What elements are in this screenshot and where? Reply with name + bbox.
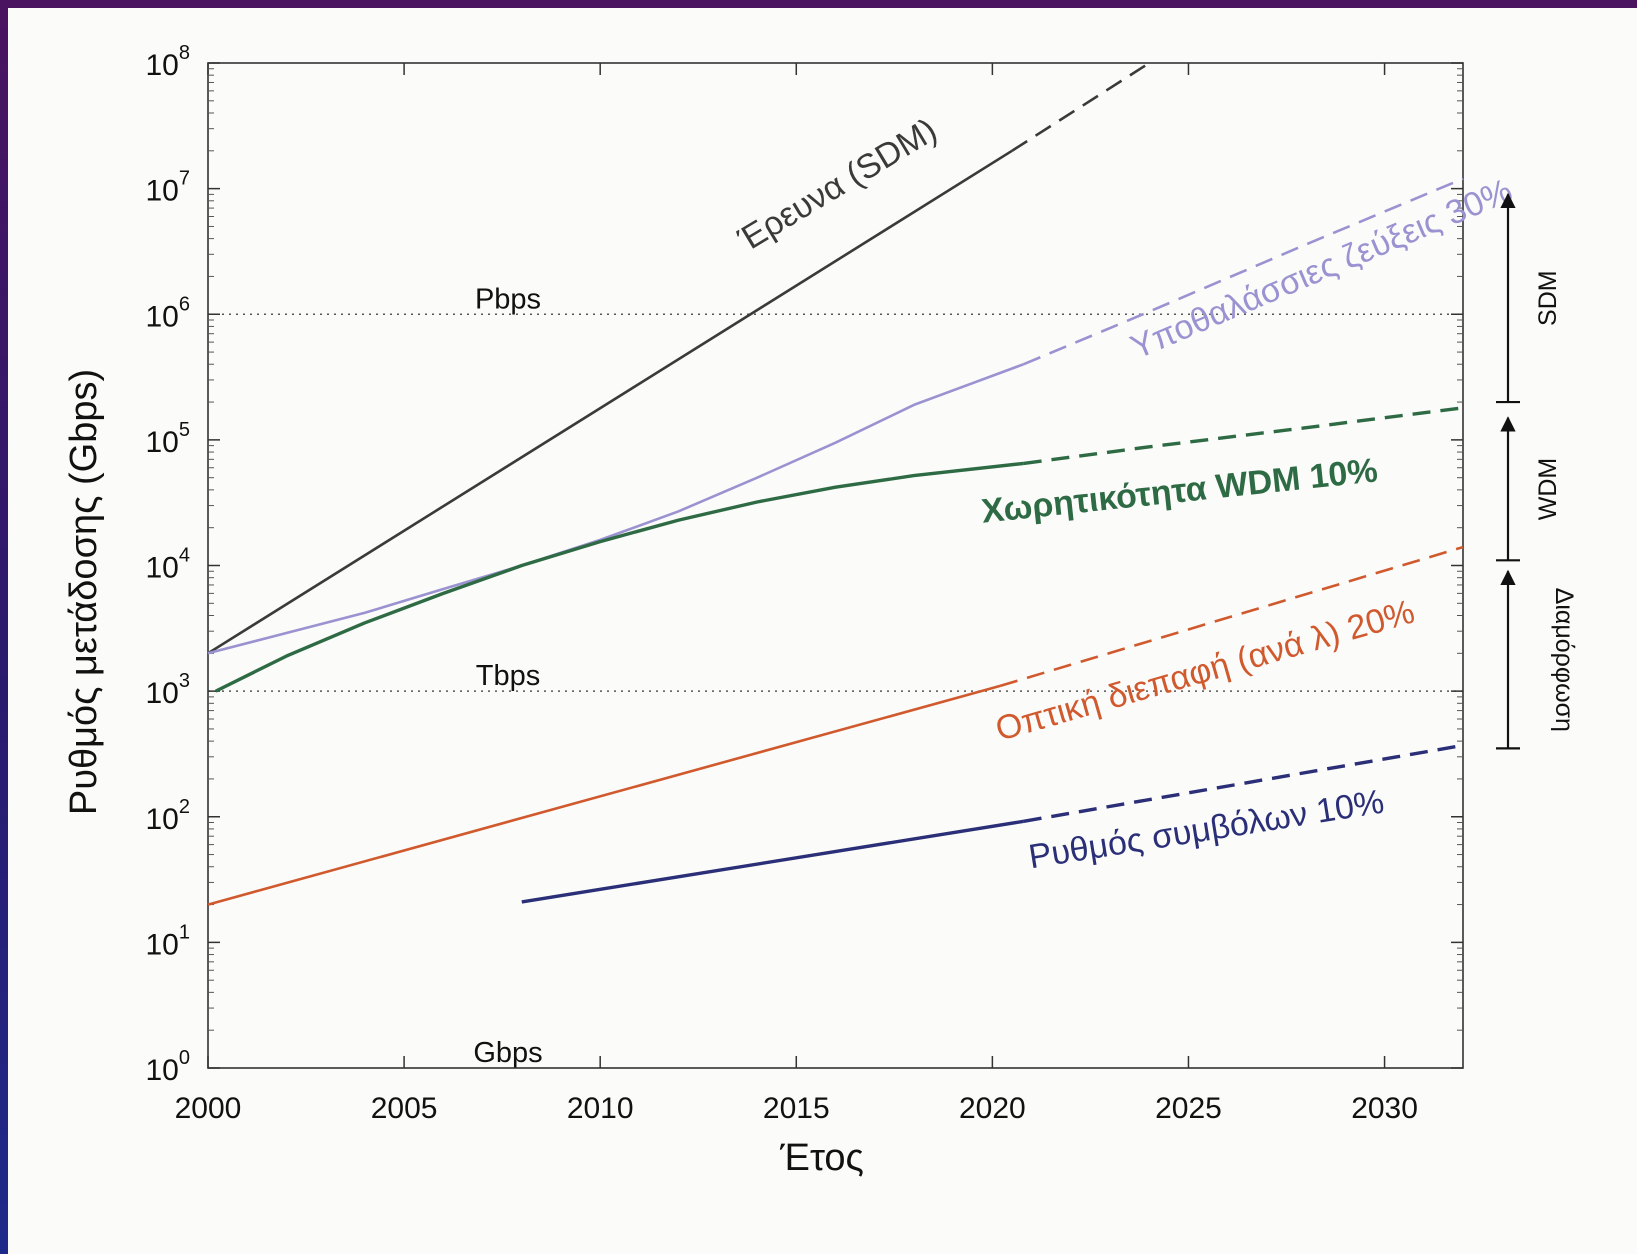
- plot-border: [207, 62, 1464, 1069]
- bracket-label-διαμόρφωση: Διαμόρφωση: [1550, 588, 1578, 732]
- reference-label-tbps: Tbps: [476, 660, 540, 692]
- y-tick-label-6: 106: [146, 293, 191, 333]
- reference-lines: Pbps Tbps Gbps: [208, 283, 1463, 1069]
- y-tick-label-7: 107: [146, 168, 191, 208]
- y-axis-title: Ρυθμός μετάδοσης (Gbps): [63, 369, 105, 815]
- series-line-2: [215, 461, 1024, 693]
- x-tick-label-2030: 2030: [1351, 1092, 1418, 1125]
- y-tick-label-1: 101: [146, 921, 191, 961]
- series-projection-2: [1023, 406, 1464, 466]
- series-line-4: [521, 819, 1024, 904]
- series-label-2: Χωρητικότητα WDM 10%: [980, 451, 1380, 530]
- right-brackets: SDM WDM Διαμόρφωση: [1496, 192, 1578, 750]
- series-label-0: Έρευνα (SDM): [731, 111, 943, 259]
- series-lines: [207, 61, 1464, 906]
- series-projection-0: [1011, 61, 1151, 152]
- y-tick-label-3: 103: [146, 670, 191, 710]
- x-axis-title: Έτος: [779, 1137, 864, 1179]
- series-line-1: [207, 362, 1025, 655]
- axes: Έτος Ρυθμός μετάδοσης (Gbps) 2000 2005 201…: [63, 42, 1418, 1179]
- x-tick-label-2025: 2025: [1155, 1092, 1222, 1125]
- x-tick-label-2015: 2015: [763, 1092, 830, 1125]
- series-label-1: Υποθαλάσσιες ζεύξεις 30%: [1125, 171, 1518, 366]
- bracket-label-sdm: SDM: [1534, 270, 1562, 326]
- y-tick-label-5: 105: [146, 419, 191, 459]
- y-tick-label-8: 108: [146, 42, 191, 82]
- bracket-label-wdm: WDM: [1534, 458, 1562, 520]
- plot-frame: [207, 62, 1464, 1069]
- transmission-rate-chart: Pbps Tbps Gbps Έρευνα (SDM) Υποθαλάσσιες ζε…: [63, 42, 1578, 1179]
- series-line-3: [207, 684, 1001, 906]
- series-line-0: [207, 149, 1013, 655]
- y-tick-label-2: 102: [146, 796, 191, 836]
- x-tick-label-2020: 2020: [959, 1092, 1026, 1125]
- series-projection-4: [1023, 743, 1464, 823]
- y-tick-label-0: 100: [146, 1047, 191, 1087]
- series-labels: Έρευνα (SDM) Υποθαλάσσιες ζεύξεις 30% Χωρη…: [731, 111, 1518, 876]
- series-projection-1: [1023, 177, 1464, 366]
- figure-paper: Pbps Tbps Gbps Έρευνα (SDM) Υποθαλάσσιες ζε…: [8, 8, 1637, 1254]
- series-label-4: Ρυθμός συμβόλων 10%: [1026, 783, 1387, 877]
- x-tick-label-2010: 2010: [567, 1092, 634, 1125]
- series-projection-3: [999, 545, 1464, 688]
- reference-label-pbps: Pbps: [475, 283, 541, 315]
- reference-label-gbps: Gbps: [473, 1037, 542, 1069]
- x-tick-label-2000: 2000: [175, 1092, 242, 1125]
- x-tick-label-2005: 2005: [371, 1092, 438, 1125]
- y-tick-label-4: 104: [146, 545, 191, 585]
